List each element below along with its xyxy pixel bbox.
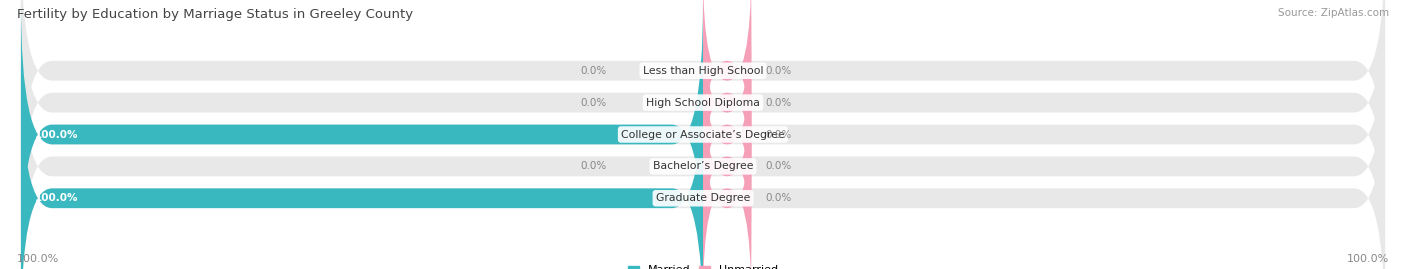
Text: 0.0%: 0.0% [765, 161, 792, 171]
Text: College or Associate’s Degree: College or Associate’s Degree [621, 129, 785, 140]
FancyBboxPatch shape [703, 0, 751, 172]
Text: 0.0%: 0.0% [581, 66, 606, 76]
FancyBboxPatch shape [703, 1, 751, 204]
Text: 0.0%: 0.0% [765, 193, 792, 203]
Text: 100.0%: 100.0% [35, 193, 79, 203]
Text: Less than High School: Less than High School [643, 66, 763, 76]
Legend: Married, Unmarried: Married, Unmarried [627, 265, 779, 269]
Text: High School Diploma: High School Diploma [647, 98, 759, 108]
Text: Bachelor’s Degree: Bachelor’s Degree [652, 161, 754, 171]
Text: Graduate Degree: Graduate Degree [655, 193, 751, 203]
Text: 0.0%: 0.0% [581, 98, 606, 108]
FancyBboxPatch shape [21, 0, 1385, 236]
FancyBboxPatch shape [21, 0, 1385, 204]
Text: 0.0%: 0.0% [765, 66, 792, 76]
FancyBboxPatch shape [21, 33, 1385, 269]
FancyBboxPatch shape [21, 1, 703, 268]
Text: 100.0%: 100.0% [1347, 254, 1389, 264]
FancyBboxPatch shape [703, 97, 751, 269]
Text: Fertility by Education by Marriage Status in Greeley County: Fertility by Education by Marriage Statu… [17, 8, 413, 21]
FancyBboxPatch shape [21, 65, 703, 269]
FancyBboxPatch shape [21, 65, 1385, 269]
Text: Source: ZipAtlas.com: Source: ZipAtlas.com [1278, 8, 1389, 18]
Text: 0.0%: 0.0% [765, 129, 792, 140]
FancyBboxPatch shape [703, 65, 751, 268]
Text: 100.0%: 100.0% [17, 254, 59, 264]
Text: 0.0%: 0.0% [581, 161, 606, 171]
Text: 100.0%: 100.0% [35, 129, 79, 140]
FancyBboxPatch shape [703, 33, 751, 236]
FancyBboxPatch shape [21, 1, 1385, 268]
Text: 0.0%: 0.0% [765, 98, 792, 108]
